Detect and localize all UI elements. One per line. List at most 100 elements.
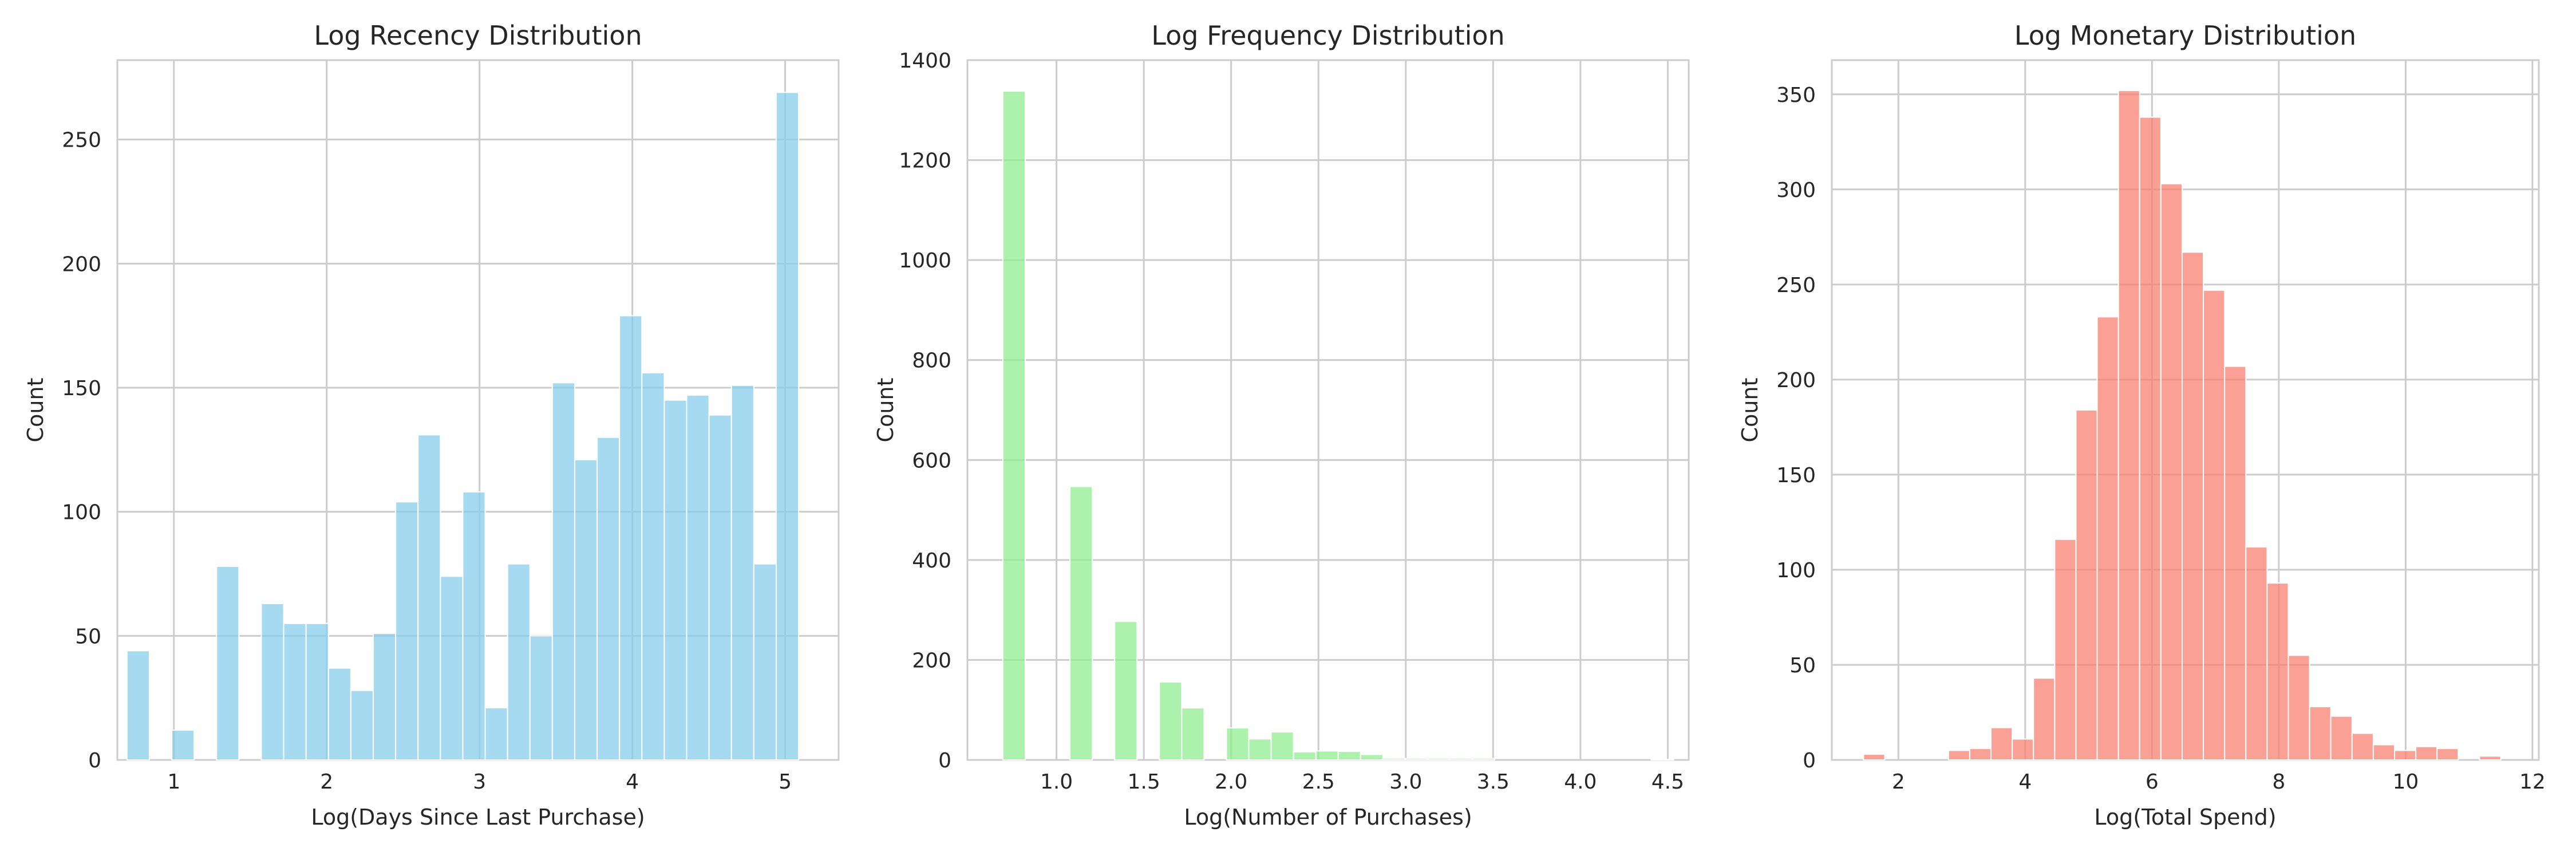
recency-bar [529, 635, 553, 761]
frequency-bar [1315, 750, 1339, 761]
frequency-histogram: 1.0 1.5 2.0 2.5 3.0 3.5 4.0 4.5 0 200 400 600 800 100… [873, 20, 1690, 830]
frequency-x-tick-label: 2.0 [1215, 770, 1247, 794]
recency-y-tick-label: 100 [62, 501, 101, 525]
monetary-bar [2479, 755, 2502, 761]
monetary-y-tick-label: 350 [1776, 84, 1816, 107]
monetary-bar [1969, 748, 1992, 761]
recency-y-tick-label: 250 [62, 129, 101, 152]
frequency-y-tick-label: 0 [938, 749, 951, 773]
recency-bar [708, 414, 732, 761]
monetary-x-tick-label: 8 [2272, 770, 2285, 794]
monetary-bar [1947, 750, 1970, 761]
recency-x-tick-label: 5 [779, 770, 792, 794]
recency-bar [395, 501, 419, 761]
recency-bar [327, 667, 351, 761]
frequency-bar [1270, 731, 1294, 761]
monetary-bar [1990, 727, 2013, 761]
monetary-bar [2245, 546, 2268, 761]
frequency-bar [1069, 486, 1093, 761]
monetary-bar [2033, 677, 2056, 761]
frequency-bar [1293, 751, 1317, 761]
frequency-y-axis-label: Count [873, 378, 898, 443]
frequency-x-tick-label: 1.0 [1040, 770, 1073, 794]
recency-bar [216, 566, 240, 761]
recency-bar [260, 603, 285, 761]
monetary-bar [2181, 251, 2204, 761]
monetary-bar [2012, 738, 2034, 761]
recency-y-tick-label: 50 [75, 625, 101, 648]
frequency-x-tick-label: 3.5 [1477, 770, 1510, 794]
recency-bar [753, 563, 777, 761]
recency-bar [596, 436, 621, 761]
recency-bar [507, 563, 531, 761]
monetary-x-tick-label: 2 [1892, 770, 1905, 794]
frequency-x-axis-label: Log(Number of Purchases) [1184, 805, 1472, 830]
frequency-x-tick-label: 1.5 [1128, 770, 1160, 794]
recency-bar [171, 730, 195, 761]
recency-bar [305, 622, 329, 761]
monetary-histogram: 2 4 6 8 10 12 0 50 100 150 200 250 300 350 Log Monetar… [1737, 20, 2546, 830]
frequency-y-tick-label: 800 [912, 349, 951, 373]
recency-bar [350, 689, 374, 761]
recency-bar [440, 576, 464, 761]
monetary-y-tick-label: 200 [1776, 369, 1816, 392]
monetary-bar [2372, 744, 2396, 761]
monetary-bar [2224, 365, 2247, 761]
recency-bar [417, 434, 441, 761]
frequency-bar [1360, 754, 1384, 761]
frequency-bar [1181, 707, 1205, 761]
frequency-x-tick-label: 4.0 [1564, 770, 1597, 794]
frequency-bar [1650, 759, 1674, 761]
monetary-bar [2330, 715, 2353, 761]
recency-bar [462, 491, 486, 761]
frequency-x-tick-label: 4.5 [1652, 770, 1684, 794]
recency-x-tick-label: 4 [626, 770, 639, 794]
recency-chart-title: Log Recency Distribution [314, 20, 642, 51]
frequency-y-tick-label: 1200 [899, 149, 951, 173]
recency-x-tick-label: 3 [473, 770, 486, 794]
recency-bar [641, 372, 665, 761]
recency-bar [283, 622, 307, 761]
frequency-bar [1382, 758, 1406, 761]
recency-bar [686, 395, 710, 761]
recency-y-tick-label: 150 [62, 377, 101, 400]
frequency-bar [1159, 681, 1183, 761]
frequency-bar [1404, 758, 1428, 761]
frequency-y-tick-label: 1400 [899, 49, 951, 73]
monetary-y-tick-label: 300 [1776, 179, 1816, 202]
monetary-bar [2139, 116, 2162, 761]
frequency-bar [1248, 738, 1272, 761]
frequency-chart-title: Log Frequency Distribution [1151, 20, 1504, 51]
frequency-y-tick-label: 200 [912, 649, 951, 672]
frequency-y-tick-label: 600 [912, 449, 951, 472]
monetary-bar [2351, 732, 2374, 761]
recency-y-tick-label: 0 [88, 749, 101, 773]
recency-bar [551, 382, 575, 761]
monetary-bar [2436, 748, 2459, 761]
monetary-bar [2415, 746, 2438, 761]
monetary-x-tick-label: 4 [2018, 770, 2032, 794]
monetary-x-tick-label: 12 [2519, 770, 2546, 794]
monetary-chart-title: Log Monetary Distribution [2014, 20, 2356, 51]
frequency-y-tick-label: 400 [912, 549, 951, 573]
monetary-x-tick-label: 10 [2392, 770, 2419, 794]
frequency-bar [1002, 90, 1026, 761]
monetary-bar [2054, 538, 2077, 761]
monetary-y-tick-label: 250 [1776, 274, 1816, 297]
recency-y-axis-label: Count [23, 378, 48, 443]
monetary-bar [2394, 750, 2417, 761]
frequency-bar [1114, 621, 1138, 761]
monetary-bar [2266, 582, 2289, 761]
recency-bar [574, 459, 598, 761]
frequency-bar [1472, 758, 1496, 761]
recency-x-tick-label: 2 [320, 770, 333, 794]
monetary-bar [2309, 706, 2332, 761]
monetary-y-tick-label: 150 [1776, 464, 1816, 487]
monetary-y-axis-label: Count [1737, 378, 1763, 443]
recency-y-tick-label: 200 [62, 253, 101, 276]
monetary-bar [2117, 90, 2140, 761]
monetary-bar [2203, 289, 2226, 761]
monetary-y-tick-label: 50 [1789, 654, 1816, 677]
